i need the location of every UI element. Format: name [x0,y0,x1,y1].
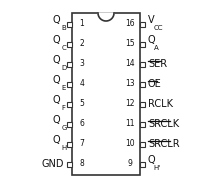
Bar [140,161,145,167]
Text: Q: Q [53,115,60,125]
Bar [72,13,140,175]
Text: 1: 1 [80,19,84,29]
Text: Q: Q [53,15,60,25]
Text: 11: 11 [125,119,135,129]
Bar [140,61,145,67]
Bar [67,42,72,46]
Polygon shape [98,13,114,21]
Text: E: E [61,85,66,91]
Text: 7: 7 [80,139,84,149]
Text: GND: GND [42,159,64,169]
Text: Q: Q [148,155,156,165]
Text: Q: Q [53,95,60,105]
Bar [67,161,72,167]
Text: A: A [153,46,158,51]
Text: 3: 3 [80,60,84,68]
Bar [67,81,72,87]
Text: 14: 14 [125,60,135,68]
Text: RCLK: RCLK [148,99,173,109]
Text: 16: 16 [125,19,135,29]
Text: SER: SER [148,59,167,69]
Bar [67,122,72,126]
Text: 2: 2 [80,40,84,49]
Text: Q: Q [53,35,60,45]
Text: 12: 12 [125,99,135,108]
Text: Q: Q [53,75,60,85]
Text: 10: 10 [125,139,135,149]
Text: H: H [61,146,67,152]
Bar [140,122,145,126]
Text: Q: Q [148,35,156,45]
Bar [140,42,145,46]
Text: F: F [61,105,66,112]
Text: 15: 15 [125,40,135,49]
Text: H': H' [153,166,161,171]
Text: SRCLK: SRCLK [148,119,179,129]
Bar [140,142,145,146]
Text: OE: OE [148,79,162,89]
Text: Q: Q [53,55,60,65]
Text: D: D [61,66,67,71]
Text: 9: 9 [128,160,132,169]
Bar [140,81,145,87]
Bar [67,101,72,106]
Text: 6: 6 [80,119,84,129]
Text: C: C [61,46,66,51]
Text: Q: Q [53,135,60,145]
Bar [140,101,145,106]
Text: 4: 4 [80,80,84,88]
Text: SRCLR: SRCLR [148,139,180,149]
Bar [140,22,145,26]
Bar [67,142,72,146]
Text: B: B [61,26,66,32]
Text: G: G [61,125,67,132]
Bar [67,61,72,67]
Text: 8: 8 [80,160,84,169]
Text: 13: 13 [125,80,135,88]
Bar [67,22,72,26]
Text: CC: CC [153,26,163,32]
Text: 5: 5 [80,99,84,108]
Text: V: V [148,15,155,25]
